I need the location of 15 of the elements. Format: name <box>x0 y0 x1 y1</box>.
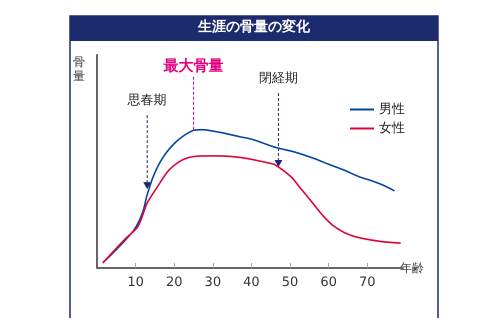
legend-label: 男性 <box>379 102 405 117</box>
x-tick-label: 50 <box>282 275 298 290</box>
x-tick-label: 20 <box>166 275 182 290</box>
y-axis-title: 骨量 <box>73 55 85 83</box>
annotation: 閉経期 <box>258 71 298 86</box>
x-axis-title: 年齢 <box>400 261 424 275</box>
x-tick-label: 10 <box>127 275 144 290</box>
annotation: 思春期 <box>126 93 167 108</box>
x-tick-label: 70 <box>358 275 376 290</box>
chart-title: 生涯の骨量の変化 <box>197 18 311 35</box>
legend-label: 女性 <box>379 121 405 136</box>
x-tick-label: 40 <box>243 275 260 290</box>
x-tick-label: 30 <box>204 275 222 290</box>
x-tick-label: 60 <box>320 275 337 290</box>
ref-line-label: 最大骨量 <box>162 56 224 74</box>
